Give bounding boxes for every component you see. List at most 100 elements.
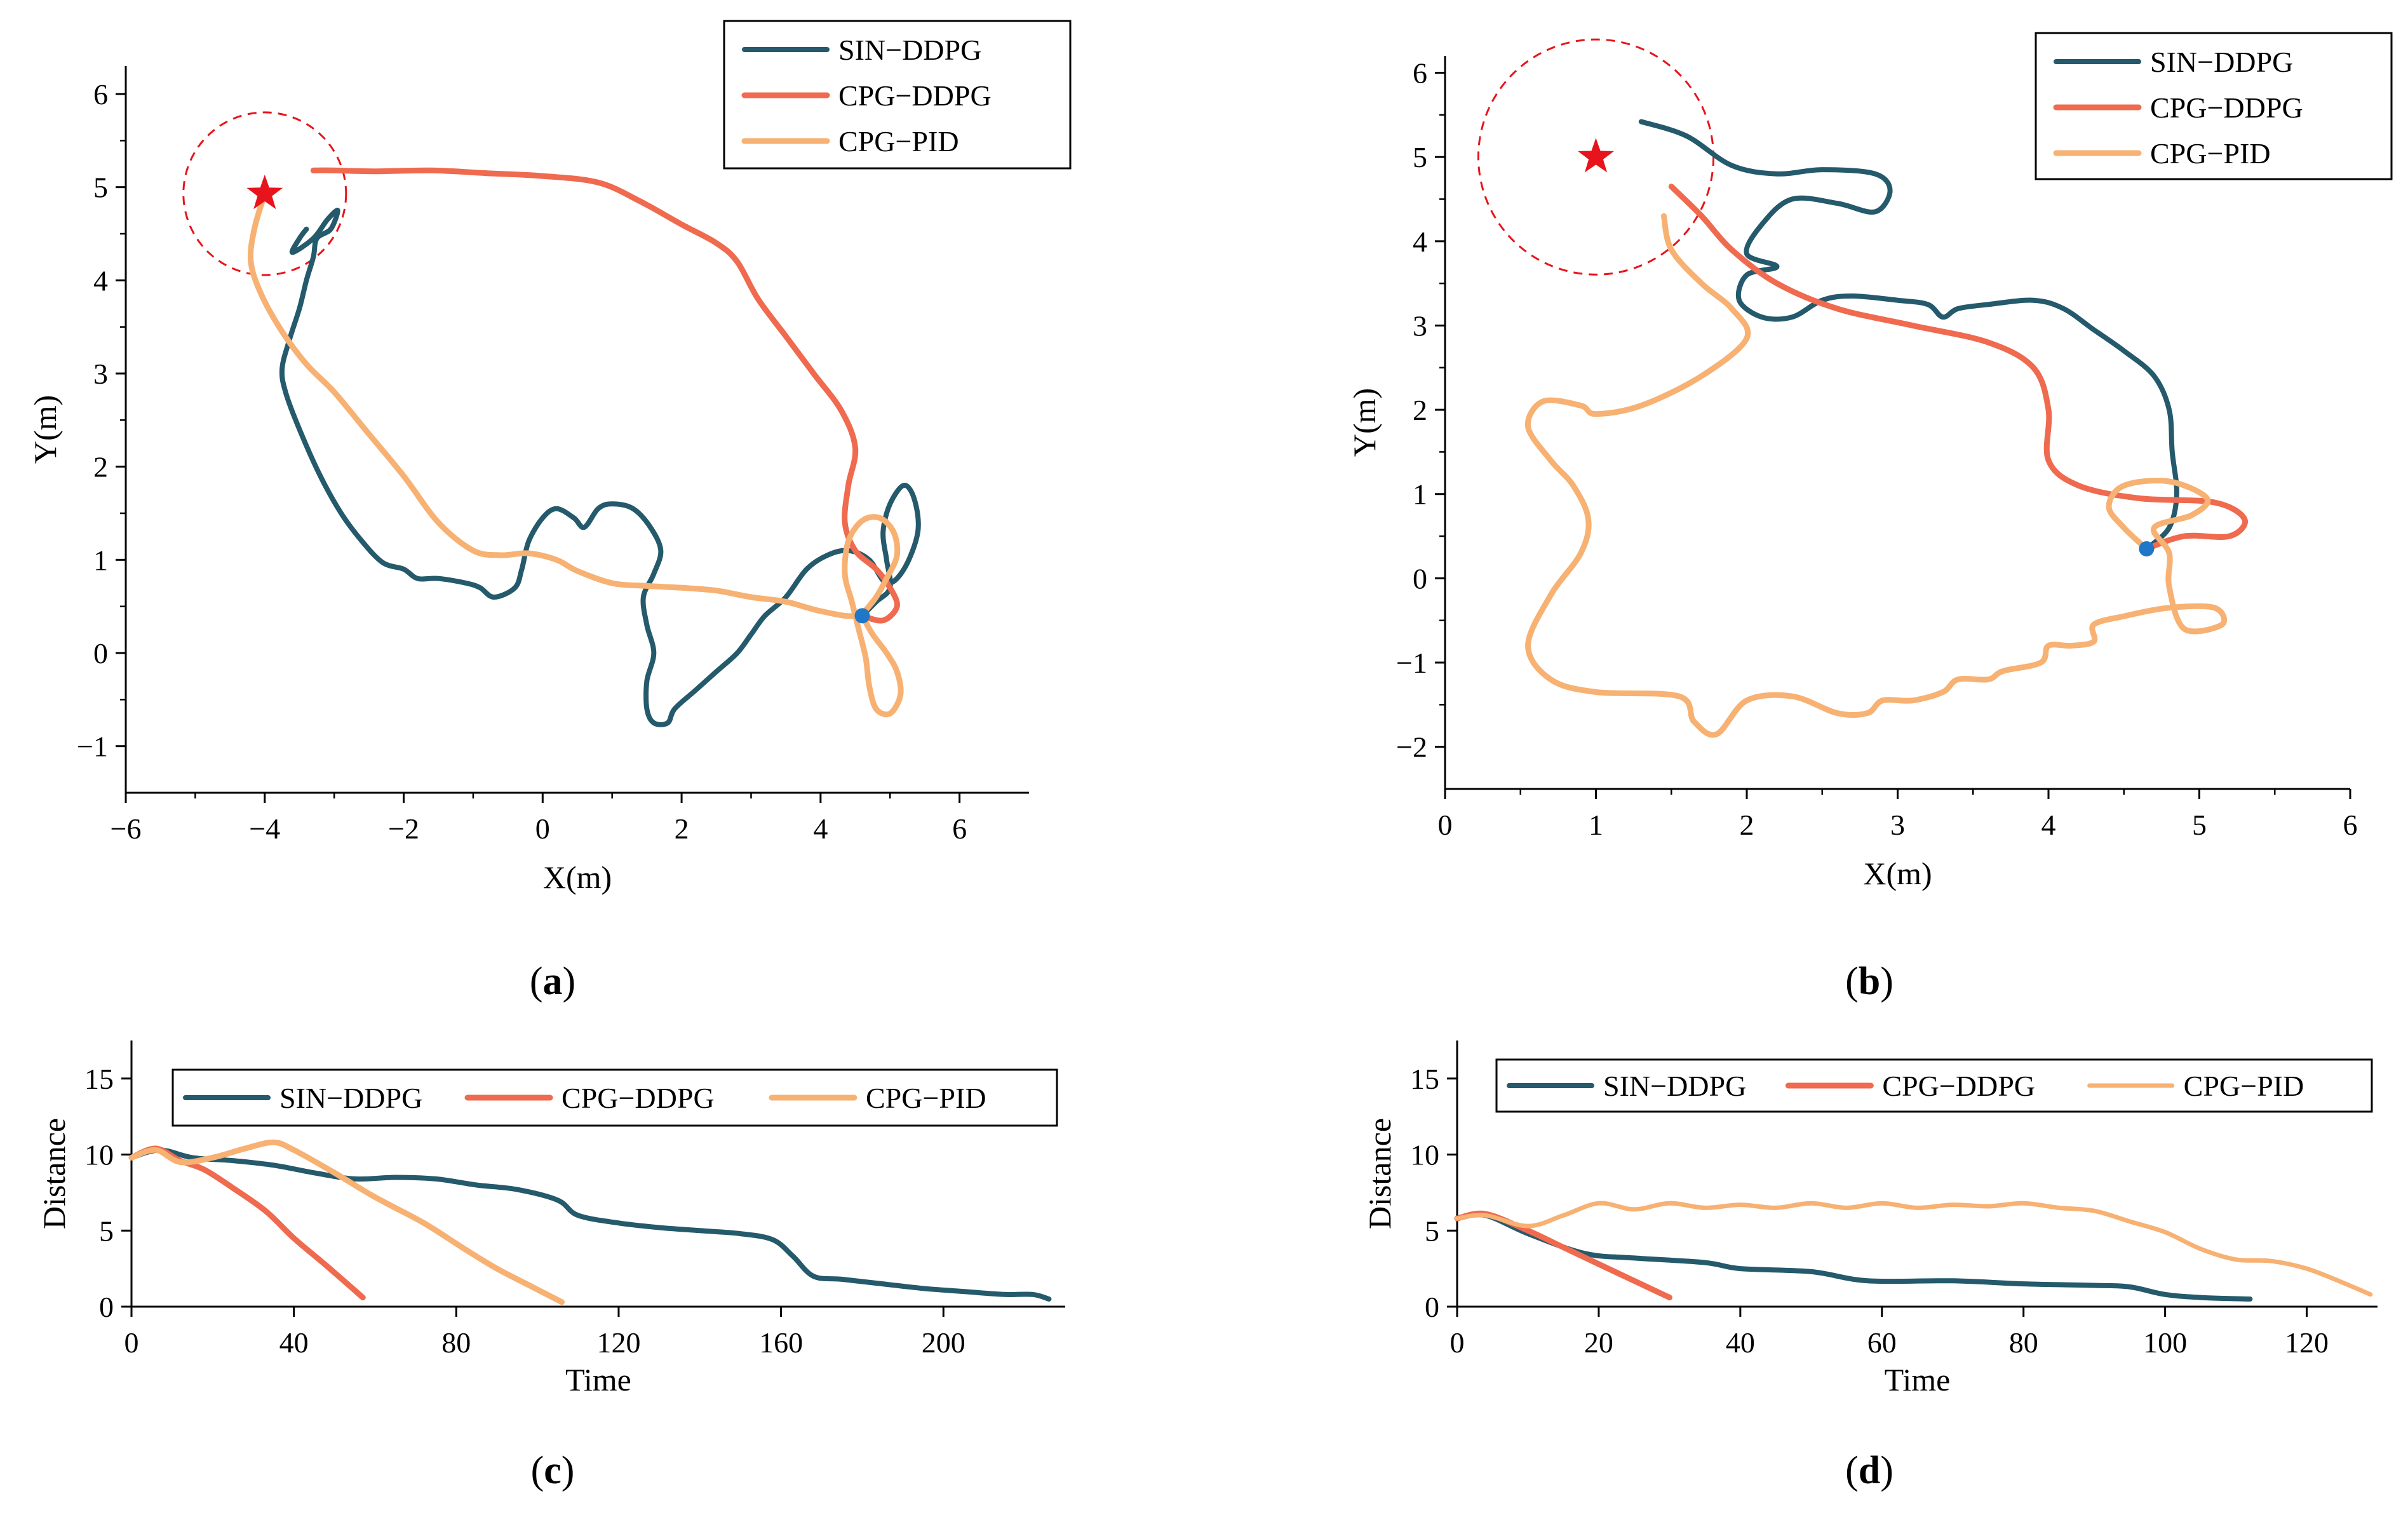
series-line-cpg-pid <box>1524 213 2228 738</box>
y-tick-label: 4 <box>93 264 108 297</box>
y-axis-title: Distance <box>1362 1118 1397 1229</box>
series-line-sin-ddpg <box>129 1147 1052 1302</box>
x-tick-label: 1 <box>1589 809 1603 841</box>
y-tick-label: −1 <box>1396 647 1427 679</box>
y-tick-label: 3 <box>93 358 108 390</box>
y-axis-title: Y(m) <box>1347 388 1382 457</box>
series-line-cpg-ddpg <box>310 167 900 624</box>
x-axis-title: Time <box>1885 1362 1951 1397</box>
chart-panel-b: 0 1 2 3 4 5 6 −2 −1 0 1 2 3 4 5 6 X(m) Y(m) SIN−DDPG CPG−DD… <box>1347 32 2393 1003</box>
y-tick-label: 1 <box>1413 478 1427 511</box>
y-tick-label: 2 <box>1413 394 1427 426</box>
x-tick-label: 80 <box>441 1326 471 1359</box>
y-tick-label: 0 <box>99 1291 114 1323</box>
target-star-icon <box>246 174 283 210</box>
y-tick-label: 1 <box>93 544 108 576</box>
x-tick-label: 80 <box>2009 1326 2038 1359</box>
x-tick-label: 2 <box>675 812 689 845</box>
target-star-icon <box>1578 138 1614 173</box>
x-tick-label: 120 <box>2285 1326 2329 1359</box>
x-tick-label: 0 <box>535 812 550 845</box>
x-tick-label: 120 <box>596 1326 640 1359</box>
legend-box <box>172 1068 1058 1127</box>
chart-panel-c: 0 40 80 120 160 200 0 5 10 15 Time Distance SIN−DDPG… <box>36 1040 1065 1492</box>
y-tick-label: 0 <box>93 637 108 670</box>
y-tick-label: 6 <box>93 78 108 111</box>
legend-label: SIN−DDPG <box>279 1082 422 1114</box>
y-tick-label: 3 <box>1413 309 1427 342</box>
legend-label: CPG−PID <box>2184 1070 2304 1102</box>
x-tick-label: −6 <box>111 812 142 845</box>
legend-box <box>1495 1058 2373 1113</box>
y-tick-label: 5 <box>93 172 108 204</box>
x-tick-label: 0 <box>124 1326 139 1359</box>
x-tick-label: 0 <box>1450 1326 1465 1359</box>
series-line-cpg-ddpg <box>1454 1210 1672 1301</box>
x-axis-title: X(m) <box>1863 856 1932 891</box>
legend: SIN−DDPG CPG−DDPG CPG−PID <box>1495 1058 2373 1113</box>
legend-label: CPG−PID <box>2150 137 2271 170</box>
legend-label: SIN−DDPG <box>2150 46 2293 78</box>
chart-panel-d: 0 20 40 60 80 100 120 0 5 10 15 Time Distance SIN−DDP… <box>1362 1040 2378 1492</box>
legend-label: CPG−DDPG <box>1882 1070 2035 1102</box>
y-tick-label: −2 <box>1396 731 1427 764</box>
y-tick-label: 15 <box>1410 1063 1439 1095</box>
goal-region-circle <box>182 111 347 276</box>
legend-label: SIN−DDPG <box>1603 1070 1746 1102</box>
y-tick-label: 10 <box>1410 1139 1439 1171</box>
panel-label: (d) <box>1845 1449 1893 1492</box>
y-tick-label: 5 <box>99 1215 114 1247</box>
legend: SIN−DDPG CPG−DDPG CPG−PID <box>172 1068 1058 1127</box>
x-tick-label: 4 <box>813 812 828 845</box>
legend-label: CPG−DDPG <box>2150 91 2303 124</box>
x-tick-label: 40 <box>279 1326 309 1359</box>
x-axis-title: Time <box>565 1362 631 1397</box>
y-tick-label: 5 <box>1413 141 1427 173</box>
y-axis-title: Y(m) <box>27 395 63 464</box>
legend-label: CPG−DDPG <box>838 79 992 112</box>
x-tick-label: 100 <box>2143 1326 2187 1359</box>
y-tick-label: 2 <box>93 451 108 483</box>
chart-panel-a: −6 −4 −2 0 2 4 6 −1 0 1 2 3 4 5 6 X(m) Y(m) SIN−DDPG CPG−D… <box>27 20 1072 1003</box>
series-line-cpg-pid <box>1455 1201 2373 1297</box>
y-tick-label: 15 <box>84 1063 114 1095</box>
x-tick-label: 6 <box>952 812 967 845</box>
x-tick-label: 0 <box>1438 809 1453 841</box>
x-tick-label: 60 <box>1867 1326 1897 1359</box>
y-tick-label: 10 <box>84 1139 114 1171</box>
x-tick-label: 5 <box>2192 809 2207 841</box>
start-point-dot <box>854 608 870 624</box>
start-point-dot <box>2139 541 2155 556</box>
y-tick-label: 5 <box>1425 1215 1439 1247</box>
x-tick-label: 4 <box>2041 809 2056 841</box>
x-axis-title: X(m) <box>543 859 612 895</box>
x-tick-label: 6 <box>2343 809 2358 841</box>
series-line-cpg-ddpg <box>1668 184 2248 552</box>
legend: SIN−DDPG CPG−DDPG CPG−PID <box>2035 32 2393 180</box>
series-line-cpg-pid <box>247 191 904 718</box>
x-tick-label: 200 <box>922 1326 965 1359</box>
x-tick-label: 20 <box>1584 1326 1613 1359</box>
panel-label: (c) <box>531 1449 575 1492</box>
legend-label: CPG−DDPG <box>562 1082 715 1114</box>
y-tick-label: −1 <box>77 731 108 763</box>
x-tick-label: 2 <box>1740 809 1754 841</box>
series-line-sin-ddpg <box>1455 1212 2253 1302</box>
legend-label: SIN−DDPG <box>838 34 981 66</box>
legend-label: CPG−PID <box>838 125 959 158</box>
panel-label: (b) <box>1845 960 1893 1003</box>
legend-label: CPG−PID <box>866 1082 986 1114</box>
y-tick-label: 6 <box>1413 57 1427 90</box>
y-tick-label: 0 <box>1425 1291 1439 1323</box>
panel-label: (a) <box>530 960 575 1003</box>
legend: SIN−DDPG CPG−DDPG CPG−PID <box>723 20 1072 170</box>
x-tick-label: −2 <box>388 812 419 845</box>
series-line-sin-ddpg <box>279 207 921 727</box>
series-line-sin-ddpg <box>1638 119 2179 551</box>
y-tick-label: 4 <box>1413 226 1427 258</box>
series-line-cpg-pid <box>128 1139 565 1305</box>
x-tick-label: −4 <box>249 812 280 845</box>
y-axis-title: Distance <box>36 1118 72 1229</box>
y-tick-label: 0 <box>1413 562 1427 595</box>
